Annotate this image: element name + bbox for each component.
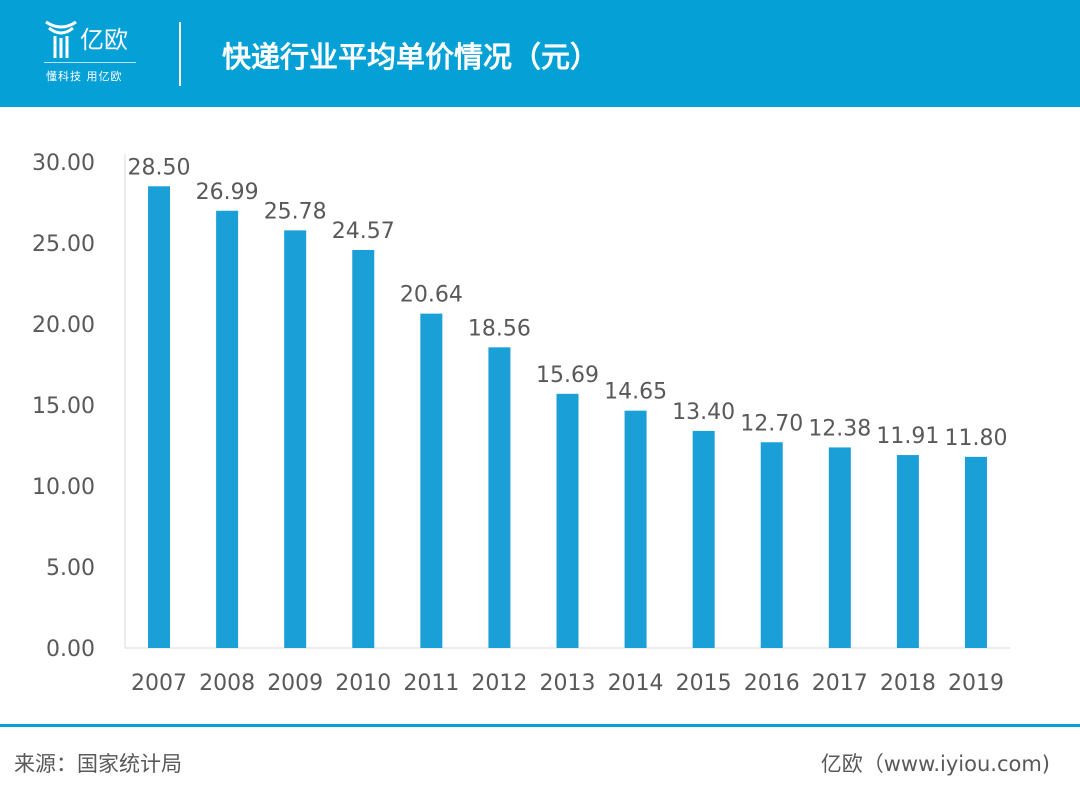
x-tick-label: 2008	[199, 671, 255, 696]
logo-y-icon	[45, 20, 77, 58]
y-tick-label: 30.00	[32, 151, 95, 176]
bar	[828, 447, 851, 648]
x-tick-label: 2011	[403, 671, 459, 696]
data-label: 13.40	[672, 400, 735, 425]
x-tick-label: 2009	[267, 671, 323, 696]
bar	[284, 230, 307, 648]
x-tick-label: 2007	[131, 671, 187, 696]
bar	[216, 210, 239, 648]
data-label: 11.91	[876, 424, 939, 449]
header-bar: 亿欧 懂科技 用亿欧 快递行业平均单价情况（元）	[0, 0, 1080, 107]
bar	[760, 442, 783, 648]
data-label: 18.56	[468, 316, 531, 341]
bar-chart: 0.00 5.00 10.00 15.00 20.00 25.00 30.00 28.50 20…	[32, 151, 1010, 696]
y-tick-label: 5.00	[46, 556, 95, 581]
bar	[964, 456, 987, 648]
y-tick-label: 10.00	[32, 475, 95, 500]
x-tick-label: 2012	[471, 671, 527, 696]
x-tick-label: 2016	[744, 671, 800, 696]
y-tick-label: 15.00	[32, 394, 95, 419]
y-tick-label: 0.00	[46, 637, 95, 662]
data-label: 28.50	[128, 155, 191, 180]
bar	[420, 313, 443, 648]
data-label: 12.38	[808, 416, 871, 441]
header-divider	[179, 22, 181, 86]
logo-tagline: 懂科技 用亿欧	[46, 70, 123, 83]
x-tick-label: 2019	[948, 671, 1004, 696]
source-note: 来源：国家统计局	[14, 752, 182, 776]
x-tick-label: 2010	[335, 671, 391, 696]
y-tick-label: 25.00	[32, 232, 95, 257]
bar	[352, 249, 375, 648]
bar	[624, 410, 647, 648]
x-tick-label: 2013	[540, 671, 596, 696]
data-label: 26.99	[196, 180, 259, 205]
page-title: 快递行业平均单价情况（元）	[222, 40, 600, 74]
logo: 亿欧 懂科技 用亿欧	[44, 18, 144, 88]
logo-underline	[44, 62, 136, 63]
data-label: 12.70	[740, 411, 803, 436]
data-label: 25.78	[264, 199, 327, 224]
x-tick-label: 2018	[880, 671, 936, 696]
footer-divider	[0, 724, 1080, 727]
x-tick-label: 2014	[608, 671, 664, 696]
bar	[556, 393, 579, 648]
y-tick-label: 20.00	[32, 313, 95, 338]
bar	[148, 186, 171, 649]
data-label: 14.65	[604, 380, 667, 405]
data-label: 20.64	[400, 283, 463, 308]
data-label: 15.69	[536, 363, 599, 388]
x-tick-label: 2017	[812, 671, 868, 696]
logo-text: 亿欧	[80, 26, 128, 54]
bar	[692, 430, 715, 648]
bar	[488, 347, 511, 648]
data-label: 24.57	[332, 219, 395, 244]
brand-credit: 亿欧（www.iyiou.com)	[820, 752, 1050, 776]
bar	[896, 455, 919, 648]
x-tick-label: 2015	[676, 671, 732, 696]
data-label: 11.80	[944, 426, 1007, 451]
